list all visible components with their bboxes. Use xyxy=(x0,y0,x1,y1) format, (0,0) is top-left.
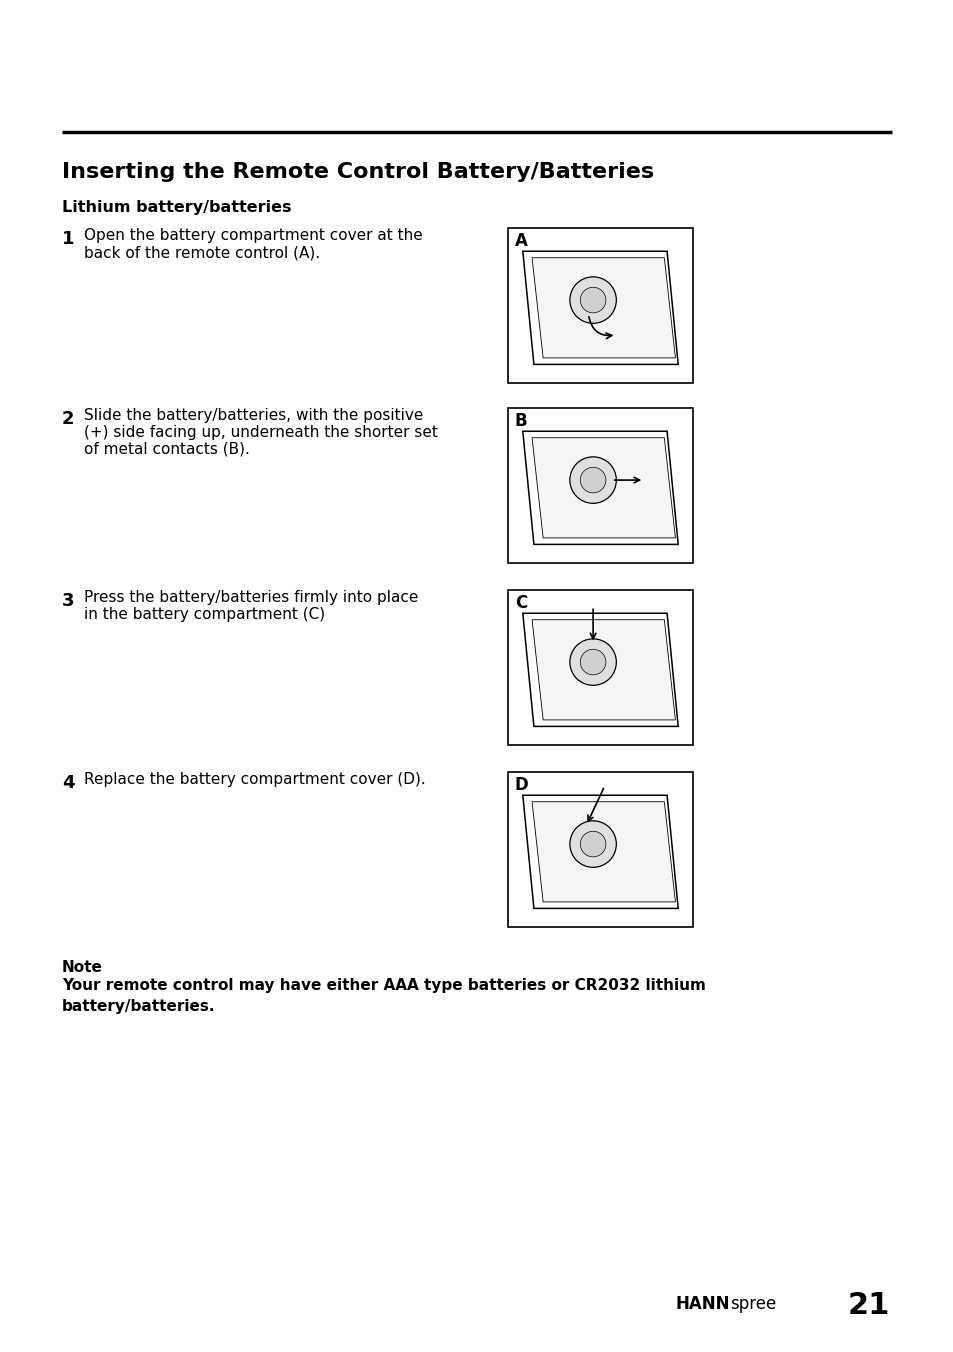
Text: A: A xyxy=(515,233,527,250)
Polygon shape xyxy=(532,258,675,358)
Text: Replace the battery compartment cover (D).: Replace the battery compartment cover (D… xyxy=(84,772,425,787)
Text: Press the battery/batteries firmly into place: Press the battery/batteries firmly into … xyxy=(84,589,418,604)
Circle shape xyxy=(569,821,616,868)
Text: 1: 1 xyxy=(62,230,74,247)
Text: in the battery compartment (C): in the battery compartment (C) xyxy=(84,607,325,622)
Circle shape xyxy=(579,287,605,312)
Bar xyxy=(507,228,692,383)
Text: Note: Note xyxy=(62,960,103,975)
Polygon shape xyxy=(522,431,678,545)
Text: 2: 2 xyxy=(62,410,74,429)
Text: 21: 21 xyxy=(847,1291,889,1320)
Text: HANN: HANN xyxy=(675,1295,729,1313)
Polygon shape xyxy=(522,614,678,726)
Text: (+) side facing up, underneath the shorter set: (+) side facing up, underneath the short… xyxy=(84,425,437,439)
Circle shape xyxy=(569,457,616,503)
Bar xyxy=(507,408,692,562)
Polygon shape xyxy=(532,438,675,538)
Polygon shape xyxy=(522,251,678,365)
Polygon shape xyxy=(522,795,678,909)
Text: C: C xyxy=(515,594,527,612)
Circle shape xyxy=(579,649,605,675)
Text: Lithium battery/batteries: Lithium battery/batteries xyxy=(62,200,292,215)
Text: D: D xyxy=(515,776,528,794)
Circle shape xyxy=(569,277,616,323)
Bar xyxy=(507,589,692,745)
Text: Inserting the Remote Control Battery/Batteries: Inserting the Remote Control Battery/Bat… xyxy=(62,162,654,183)
Text: B: B xyxy=(515,412,527,430)
Text: spree: spree xyxy=(729,1295,776,1313)
Text: of metal contacts (B).: of metal contacts (B). xyxy=(84,442,250,457)
Circle shape xyxy=(579,468,605,493)
Text: Your remote control may have either AAA type batteries or CR2032 lithium
battery: Your remote control may have either AAA … xyxy=(62,977,705,1014)
Text: 4: 4 xyxy=(62,773,74,792)
Polygon shape xyxy=(532,619,675,719)
Polygon shape xyxy=(532,802,675,902)
Circle shape xyxy=(579,831,605,857)
Text: 3: 3 xyxy=(62,592,74,610)
Text: Slide the battery/batteries, with the positive: Slide the battery/batteries, with the po… xyxy=(84,408,423,423)
Circle shape xyxy=(569,639,616,685)
Text: Open the battery compartment cover at the: Open the battery compartment cover at th… xyxy=(84,228,422,243)
Text: back of the remote control (A).: back of the remote control (A). xyxy=(84,245,320,260)
Bar xyxy=(507,772,692,927)
